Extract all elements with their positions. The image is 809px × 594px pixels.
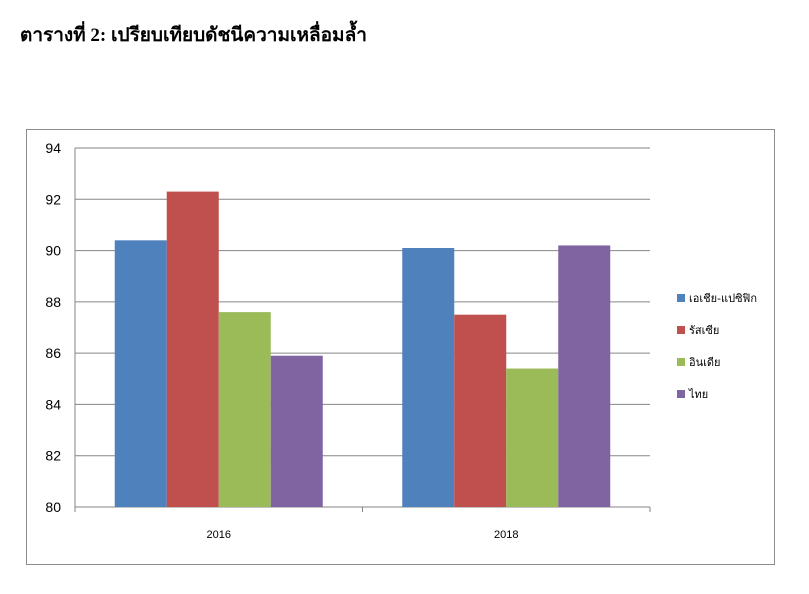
x-tick-label: 2016 [207,529,231,541]
bar [402,248,455,507]
page-title: ตารางที่ 2: เปรียบเทียบดัชนีความเหลื่อมล… [20,25,367,46]
y-tick-label: 82 [45,448,61,464]
legend-swatch [677,390,685,398]
bar [114,240,167,508]
legend-swatch [677,358,685,366]
legend-label: ไทย [688,388,708,401]
chart-frame: 80 82 84 86 88 90 92 94 2016 2018 เอเชีย-แปซิฟิกรั… [26,129,775,565]
y-tick-label: 84 [45,396,61,412]
y-tick-label: 80 [45,499,61,515]
bar [270,355,323,507]
bar [218,312,271,507]
bar-chart: 80 82 84 86 88 90 92 94 2016 2018 เอเชีย-แปซิฟิกรั… [45,140,757,541]
y-tick-label: 92 [45,191,61,207]
y-tick-label: 90 [45,243,61,259]
bar [166,191,219,507]
legend-label: อินเดีย [689,356,721,369]
y-tick-label: 94 [45,140,61,156]
y-tick-label: 88 [45,294,61,310]
x-tick-label: 2018 [494,529,518,541]
legend-swatch [677,294,685,302]
bar [454,314,507,507]
y-tick-label: 86 [45,345,61,361]
legend-label: เอเชีย-แปซิฟิก [689,292,757,305]
legend-swatch [677,326,685,334]
bar [558,245,611,507]
legend-label: รัสเซีย [689,324,719,337]
bar [506,368,559,507]
